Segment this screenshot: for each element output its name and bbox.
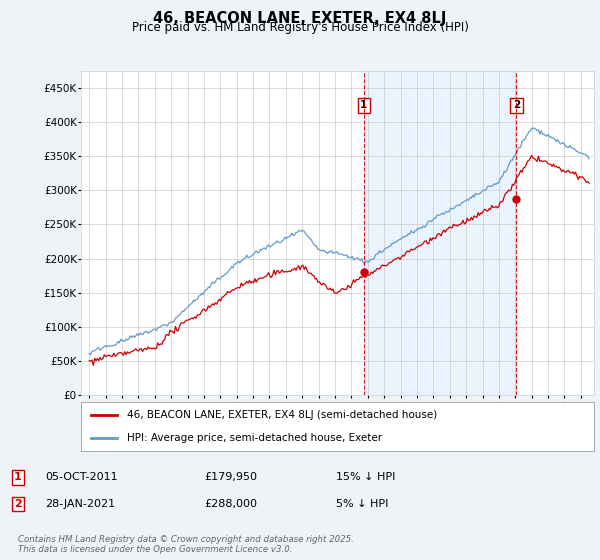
Bar (364, 71, 517, 395)
Text: 2: 2 (14, 499, 22, 509)
Text: Price paid vs. HM Land Registry's House Price Index (HPI): Price paid vs. HM Land Registry's House … (131, 21, 469, 34)
Text: 1: 1 (14, 472, 22, 482)
Text: 2: 2 (513, 100, 520, 110)
Text: £288,000: £288,000 (204, 499, 257, 509)
Text: Contains HM Land Registry data © Crown copyright and database right 2025.
This d: Contains HM Land Registry data © Crown c… (18, 535, 354, 554)
Text: 15% ↓ HPI: 15% ↓ HPI (336, 472, 395, 482)
Text: 46, BEACON LANE, EXETER, EX4 8LJ: 46, BEACON LANE, EXETER, EX4 8LJ (154, 11, 446, 26)
Text: 5% ↓ HPI: 5% ↓ HPI (336, 499, 388, 509)
Text: 28-JAN-2021: 28-JAN-2021 (45, 499, 115, 509)
Text: HPI: Average price, semi-detached house, Exeter: HPI: Average price, semi-detached house,… (127, 433, 382, 444)
Text: £179,950: £179,950 (204, 472, 257, 482)
Text: 05-OCT-2011: 05-OCT-2011 (45, 472, 118, 482)
Text: 46, BEACON LANE, EXETER, EX4 8LJ (semi-detached house): 46, BEACON LANE, EXETER, EX4 8LJ (semi-d… (127, 410, 437, 421)
Text: 1: 1 (360, 100, 368, 110)
